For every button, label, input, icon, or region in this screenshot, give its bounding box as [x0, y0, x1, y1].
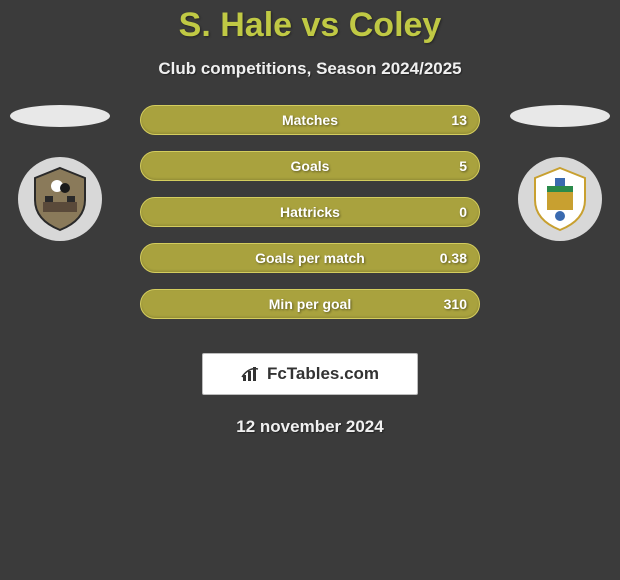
stat-label: Matches [282, 112, 338, 128]
page-title: S. Hale vs Coley [0, 0, 620, 45]
date-text: 12 november 2024 [0, 417, 620, 437]
stat-label: Goals per match [255, 250, 365, 266]
stat-label: Goals [291, 158, 330, 174]
stat-label: Hattricks [280, 204, 340, 220]
stat-value: 0.38 [440, 250, 467, 266]
stat-row-matches: Matches 13 [140, 105, 480, 135]
crest-left-icon [25, 164, 95, 234]
club-crest-right [518, 157, 602, 241]
subtitle: Club competitions, Season 2024/2025 [0, 59, 620, 79]
player-right-col [500, 105, 620, 241]
club-crest-left [18, 157, 102, 241]
stats-bars: Matches 13 Goals 5 Hattricks 0 Goals per… [140, 105, 480, 319]
player-left-col [0, 105, 120, 241]
crest-right-icon [525, 164, 595, 234]
stat-value: 5 [459, 158, 467, 174]
player-right-oval [510, 105, 610, 127]
stat-label: Min per goal [269, 296, 351, 312]
brand-box[interactable]: FcTables.com [202, 353, 418, 395]
player-left-oval [10, 105, 110, 127]
stat-value: 13 [451, 112, 467, 128]
stat-value: 0 [459, 204, 467, 220]
comparison-area: Matches 13 Goals 5 Hattricks 0 Goals per… [0, 105, 620, 335]
stat-row-min-per-goal: Min per goal 310 [140, 289, 480, 319]
stat-value: 310 [444, 296, 467, 312]
stat-row-hattricks: Hattricks 0 [140, 197, 480, 227]
brand-text: FcTables.com [267, 364, 379, 384]
stat-row-goals-per-match: Goals per match 0.38 [140, 243, 480, 273]
stat-row-goals: Goals 5 [140, 151, 480, 181]
chart-bars-icon [241, 365, 263, 383]
